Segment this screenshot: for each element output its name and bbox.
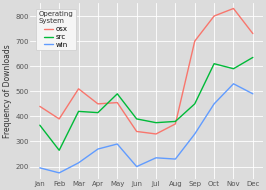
osx: [174, 123, 177, 125]
osx: [96, 103, 99, 105]
win: [77, 162, 80, 164]
osx: [251, 32, 255, 35]
win: [213, 103, 216, 105]
osx: [58, 118, 61, 120]
win: [38, 167, 41, 169]
osx: [193, 40, 196, 42]
src: [77, 110, 80, 112]
osx: [135, 130, 138, 133]
src: [116, 93, 119, 95]
win: [232, 83, 235, 85]
src: [232, 68, 235, 70]
src: [155, 122, 158, 124]
src: [38, 124, 41, 126]
win: [96, 148, 99, 150]
win: [155, 157, 158, 159]
win: [193, 133, 196, 135]
win: [116, 143, 119, 145]
Legend: osx, src, win: osx, src, win: [36, 9, 76, 51]
osx: [116, 101, 119, 104]
win: [135, 165, 138, 168]
src: [135, 118, 138, 120]
src: [193, 103, 196, 105]
Line: win: win: [40, 84, 253, 173]
win: [174, 158, 177, 160]
osx: [77, 88, 80, 90]
osx: [155, 133, 158, 135]
win: [251, 93, 255, 95]
Y-axis label: Frequency of Downloads: Frequency of Downloads: [3, 44, 13, 138]
osx: [232, 7, 235, 10]
osx: [38, 105, 41, 108]
Line: src: src: [40, 57, 253, 150]
src: [96, 112, 99, 114]
win: [58, 172, 61, 174]
src: [251, 56, 255, 59]
src: [174, 120, 177, 123]
src: [58, 149, 61, 151]
src: [213, 63, 216, 65]
Line: osx: osx: [40, 9, 253, 134]
osx: [213, 15, 216, 17]
